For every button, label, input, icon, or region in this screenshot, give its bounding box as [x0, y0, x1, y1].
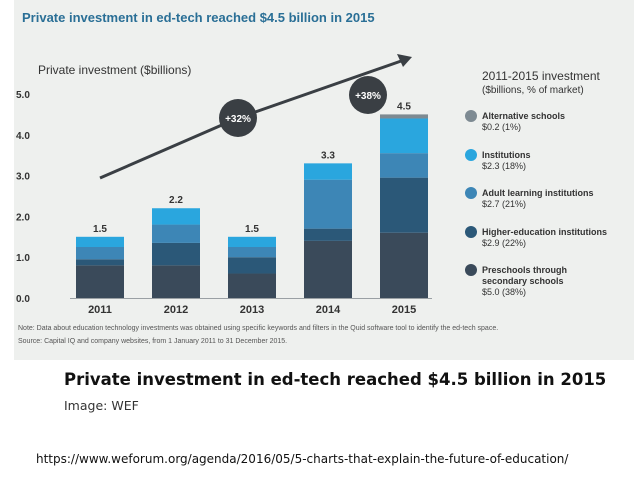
- x-tick-label: 2013: [240, 304, 264, 316]
- legend-value: $2.9 (22%): [482, 238, 526, 248]
- bar-segment: [304, 179, 352, 229]
- bar-segment: [76, 247, 124, 260]
- x-tick-label: 2012: [164, 304, 188, 316]
- legend-swatch: [465, 149, 477, 161]
- x-tick-label: 2011: [88, 304, 112, 316]
- legend-subtitle: ($billions, % of market): [482, 85, 584, 96]
- x-tick-label: 2015: [392, 304, 416, 316]
- legend-swatch: [465, 226, 477, 238]
- bar-total-label: 1.5: [93, 224, 107, 235]
- legend-label: Higher-education institutions: [482, 227, 607, 237]
- y-tick-label: 5.0: [16, 90, 30, 101]
- legend-label: Adult learning institutions: [482, 188, 594, 198]
- chart-svg: Private investment in ed-tech reached $4…: [16, 10, 607, 345]
- legend-value: $5.0 (38%): [482, 287, 526, 297]
- growth-badge-label: +32%: [225, 114, 251, 125]
- x-tick-label: 2014: [316, 304, 341, 316]
- bar-segment: [380, 114, 428, 119]
- bar-total-label: 4.5: [397, 101, 411, 112]
- chart-title: Private investment in ed-tech reached $4…: [22, 10, 375, 25]
- caption-title: Private investment in ed-tech reached $4…: [64, 370, 607, 389]
- trend-arrowhead: [397, 54, 412, 67]
- bar-segment: [304, 163, 352, 180]
- trend-arrow-segment: [237, 58, 405, 120]
- bar-segment: [76, 265, 124, 298]
- bar-segment: [380, 153, 428, 178]
- legend-label: secondary schools: [482, 276, 564, 286]
- bar-segment: [228, 247, 276, 258]
- legend-value: $2.7 (21%): [482, 199, 526, 209]
- bar-segment: [228, 273, 276, 298]
- bar-segment: [304, 240, 352, 298]
- bar-segment: [380, 118, 428, 154]
- chart-note: Note: Data about education technology in…: [18, 325, 498, 332]
- bar-segment: [76, 236, 124, 247]
- legend-label: Alternative schools: [482, 111, 565, 121]
- bar-segment: [380, 232, 428, 298]
- y-tick-label: 0.0: [16, 294, 30, 305]
- bar-segment: [228, 257, 276, 274]
- growth-badge-circle: [219, 99, 257, 137]
- bar-segment: [380, 177, 428, 233]
- caption-credit: Image: WEF: [64, 398, 139, 413]
- bar-segment: [152, 224, 200, 243]
- chart-figure: Private investment in ed-tech reached $4…: [14, 0, 634, 360]
- bar-segment: [76, 259, 124, 266]
- bar-total-label: 3.3: [321, 150, 335, 161]
- legend-label: Institutions: [482, 150, 531, 160]
- legend-title: 2011-2015 investment: [482, 69, 601, 83]
- legend-swatch: [465, 264, 477, 276]
- bar-segment: [228, 236, 276, 247]
- bar-segment: [152, 265, 200, 298]
- bar-total-label: 1.5: [245, 224, 259, 235]
- legend-value: $0.2 (1%): [482, 122, 521, 132]
- legend-swatch: [465, 187, 477, 199]
- bar-segment: [152, 208, 200, 225]
- y-tick-label: 1.0: [16, 253, 30, 264]
- y-tick-label: 4.0: [16, 131, 30, 142]
- chart-source: Source: Capital IQ and company websites,…: [18, 338, 287, 345]
- source-url[interactable]: https://www.weforum.org/agenda/2016/05/5…: [36, 452, 569, 466]
- growth-badge-circle: [349, 76, 387, 114]
- trend-arrow-segment: [99, 116, 239, 180]
- y-tick-label: 3.0: [16, 172, 30, 183]
- legend-label: Preschools through: [482, 265, 567, 275]
- bar-segment: [304, 228, 352, 241]
- bar-segment: [152, 242, 200, 266]
- y-axis-label: Private investment ($billions): [38, 63, 191, 77]
- legend-value: $2.3 (18%): [482, 161, 526, 171]
- bar-total-label: 2.2: [169, 195, 183, 206]
- y-tick-label: 2.0: [16, 212, 30, 223]
- legend-swatch: [465, 110, 477, 122]
- growth-badge-label: +38%: [355, 91, 381, 102]
